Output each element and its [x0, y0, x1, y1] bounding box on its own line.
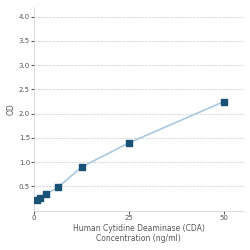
X-axis label: Human Cytidine Deaminase (CDA)
Concentration (ng/ml): Human Cytidine Deaminase (CDA) Concentra…	[73, 224, 204, 243]
Y-axis label: OD: OD	[7, 103, 16, 115]
Point	[127, 141, 131, 145]
Point	[80, 165, 84, 169]
Point	[222, 100, 226, 103]
Point	[38, 196, 42, 200]
Point	[35, 198, 39, 202]
Point	[44, 192, 48, 196]
Point	[56, 185, 60, 189]
